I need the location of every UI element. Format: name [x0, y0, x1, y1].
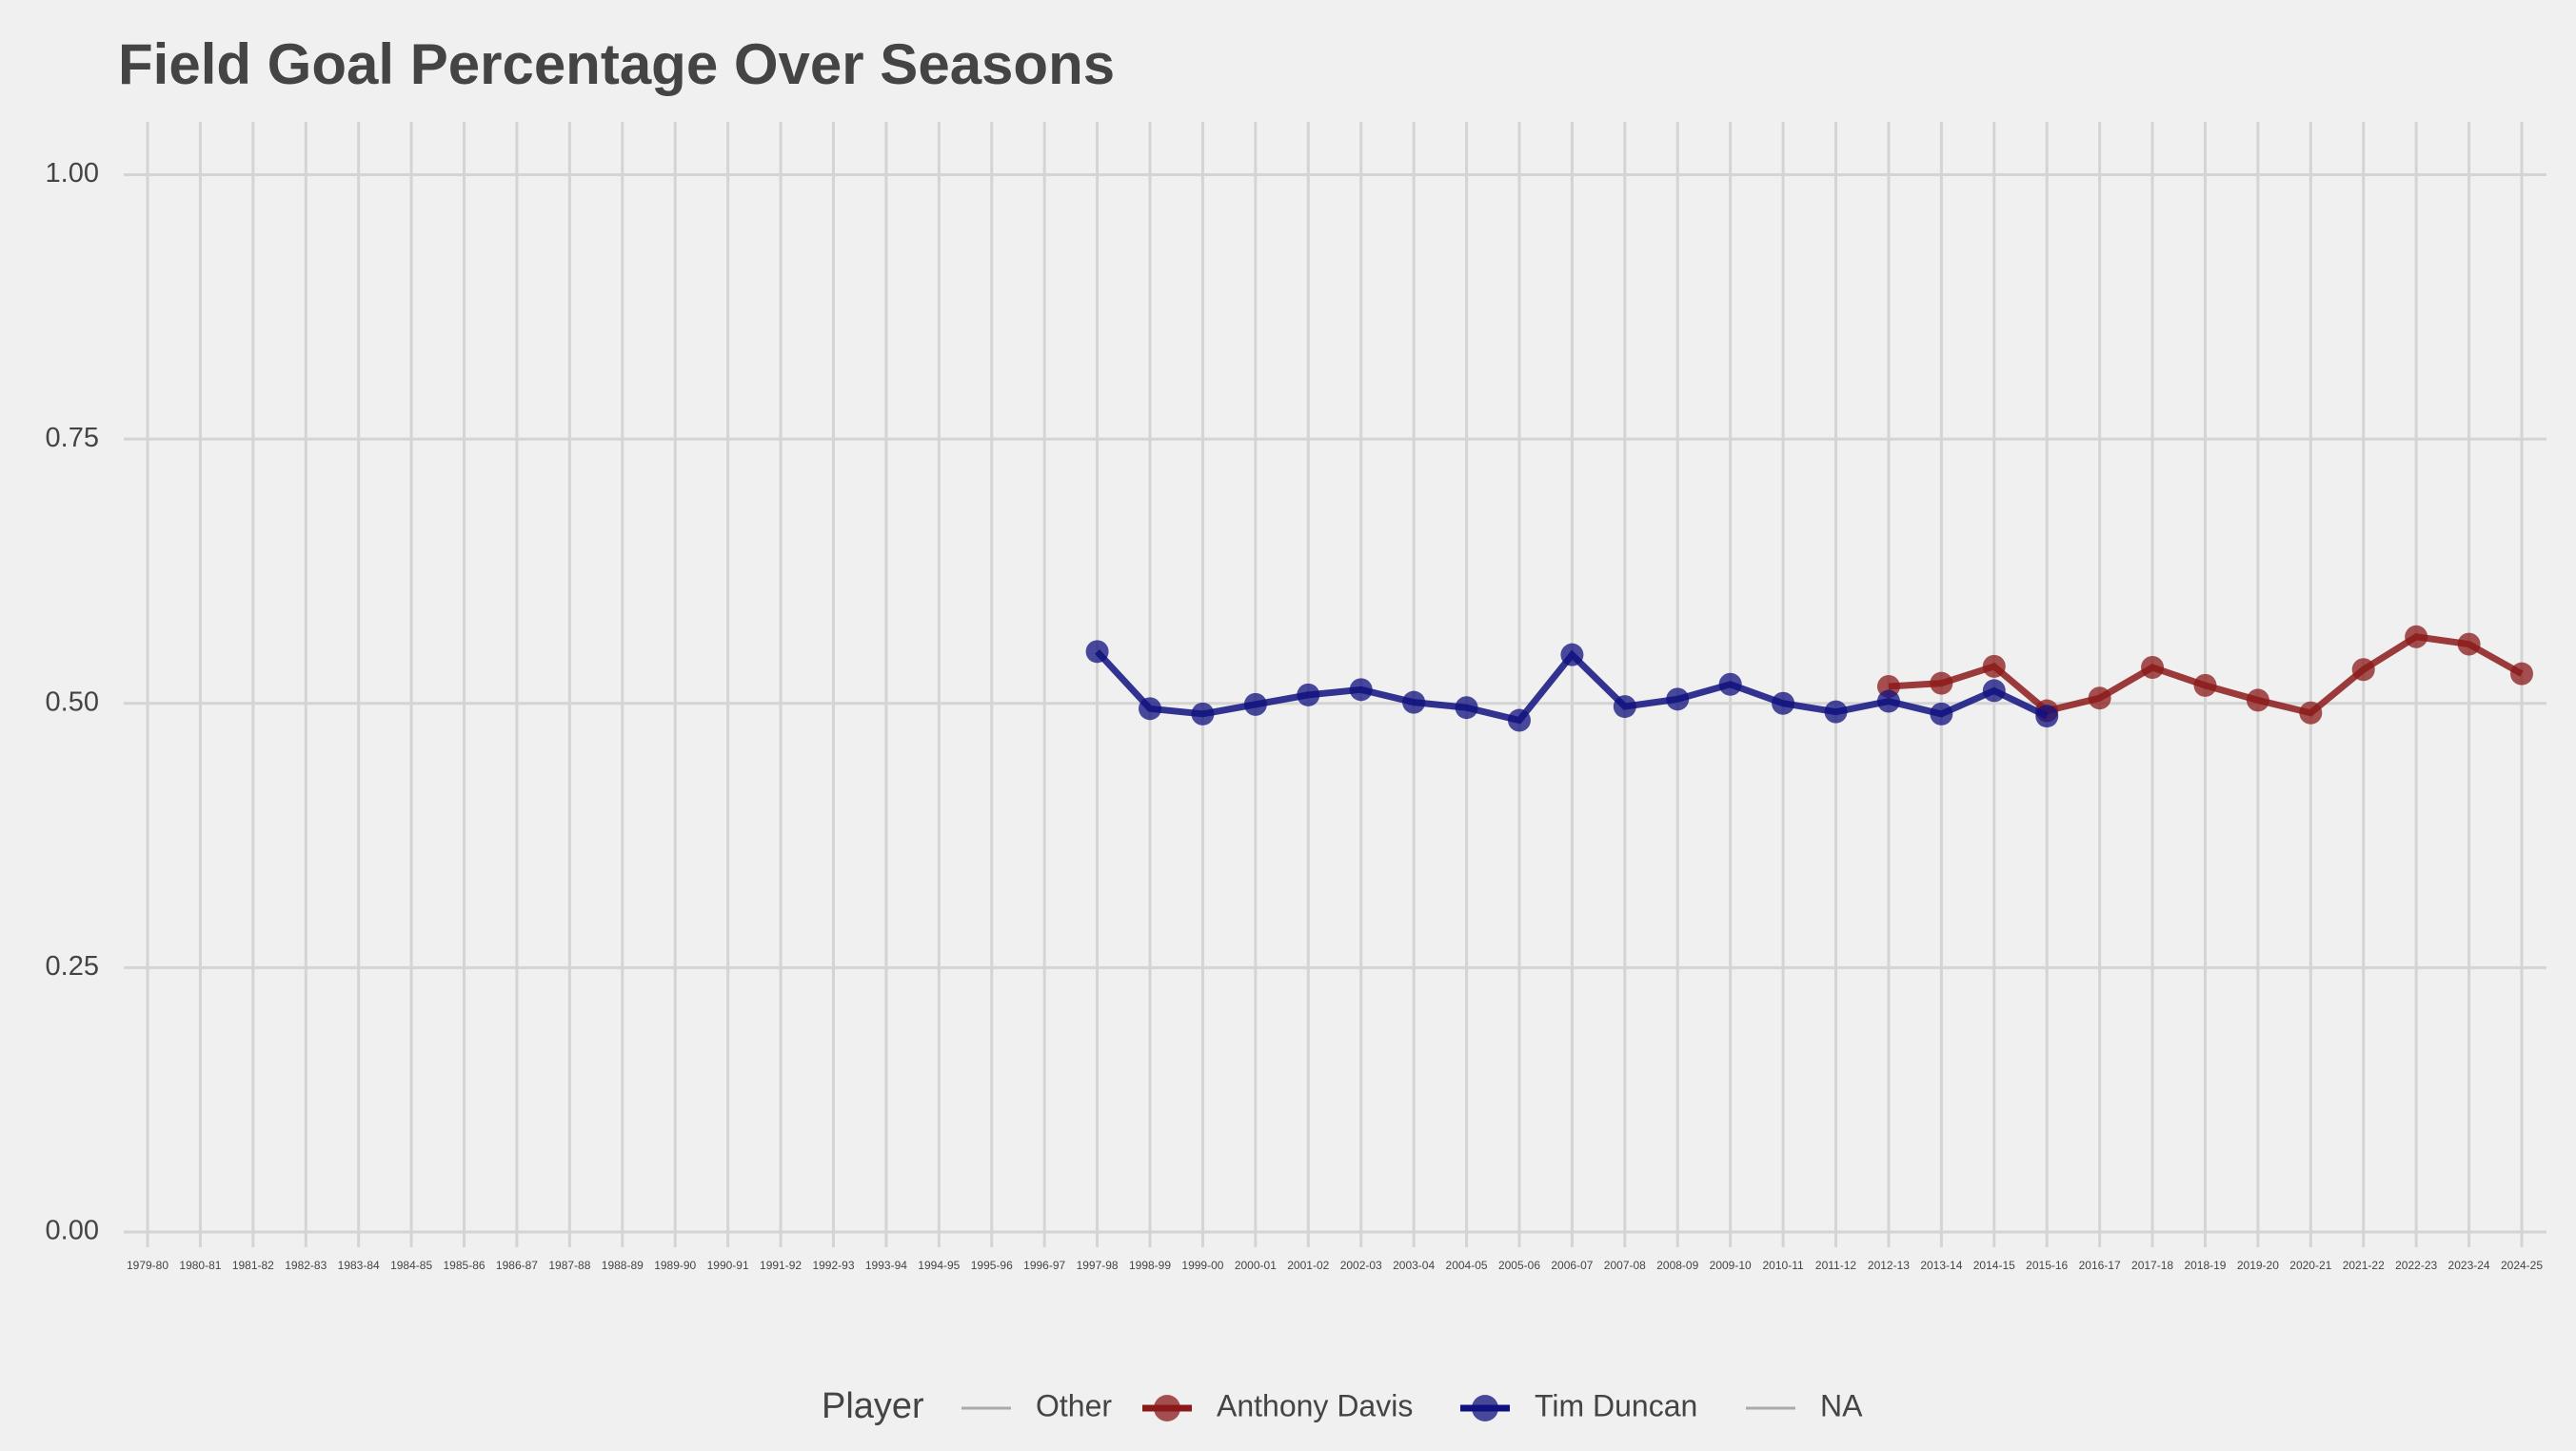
series-point — [2299, 701, 2323, 725]
series-point — [1982, 654, 2006, 678]
x-tick-label: 2021-22 — [2343, 1259, 2385, 1272]
series-point — [1085, 640, 1109, 664]
x-tick-label: 1989-90 — [654, 1259, 696, 1272]
y-tick-label: 0.25 — [46, 951, 99, 982]
chart-title: Field Goal Percentage Over Seasons — [118, 32, 1115, 96]
legend-label: Tim Duncan — [1535, 1388, 1697, 1422]
x-tick-label: 1981-82 — [232, 1259, 274, 1272]
x-tick-label: 2008-09 — [1656, 1259, 1698, 1272]
x-tick-label: 1987-88 — [548, 1259, 590, 1272]
series-point — [1613, 695, 1636, 719]
x-tick-label: 2009-10 — [1710, 1259, 1752, 1272]
series-point — [1139, 697, 1162, 721]
x-tick-label: 2012-13 — [1868, 1259, 1910, 1272]
x-tick-label: 2015-16 — [2026, 1259, 2068, 1272]
x-tick-label: 2020-21 — [2289, 1259, 2331, 1272]
series-point — [2457, 632, 2481, 656]
x-tick-label: 2022-23 — [2395, 1259, 2437, 1272]
x-tick-label: 1994-95 — [918, 1259, 960, 1272]
series-point — [1402, 690, 1426, 714]
series-point — [2351, 658, 2375, 682]
series-point — [1243, 692, 1267, 716]
x-tick-label: 2019-20 — [2237, 1259, 2279, 1272]
y-tick-label: 0.00 — [46, 1216, 99, 1246]
x-tick-label: 1984-85 — [390, 1259, 432, 1272]
series-point — [1982, 679, 2006, 703]
x-tick-label: 2014-15 — [1973, 1259, 2015, 1272]
x-tick-label: 2011-12 — [1815, 1259, 1856, 1272]
x-tick-label: 2016-17 — [2079, 1259, 2121, 1272]
x-tick-label: 1997-98 — [1077, 1259, 1119, 1272]
series-point — [1930, 671, 1953, 695]
x-tick-label: 1995-96 — [971, 1259, 1013, 1272]
y-tick-label: 0.75 — [46, 423, 99, 453]
series-point — [1772, 691, 1795, 715]
legend-marker — [1472, 1395, 1498, 1421]
x-tick-label: 2013-14 — [1920, 1259, 1962, 1272]
x-tick-label: 1990-91 — [707, 1259, 749, 1272]
legend-marker — [1154, 1395, 1180, 1421]
x-tick-label: 2023-24 — [2448, 1259, 2490, 1272]
series-point — [2141, 656, 2165, 680]
series-point — [1666, 687, 1690, 711]
x-tick-label: 1980-81 — [179, 1259, 221, 1272]
series-point — [2193, 673, 2217, 697]
series-point — [2246, 688, 2269, 712]
x-tick-label: 2017-18 — [2131, 1259, 2173, 1272]
legend-title: Player — [822, 1386, 924, 1426]
x-tick-label: 1986-87 — [496, 1259, 538, 1272]
series-point — [1718, 672, 1742, 696]
legend-label: NA — [1820, 1388, 1863, 1422]
x-tick-label: 1992-93 — [812, 1259, 854, 1272]
series-point — [2035, 705, 2059, 728]
x-tick-label: 1982-83 — [285, 1259, 327, 1272]
series-point — [2510, 662, 2533, 686]
x-tick-label: 2006-07 — [1551, 1259, 1593, 1272]
x-tick-label: 1993-94 — [865, 1259, 907, 1272]
y-tick-label: 0.50 — [46, 686, 99, 717]
x-tick-label: 2003-04 — [1393, 1259, 1435, 1272]
x-tick-label: 1985-86 — [444, 1259, 485, 1272]
series-point — [1191, 702, 1215, 726]
series-point — [1560, 643, 1584, 666]
x-tick-label: 1996-97 — [1023, 1259, 1065, 1272]
series-point — [1297, 683, 1320, 706]
series-point — [1507, 708, 1531, 732]
x-tick-label: 2010-11 — [1763, 1259, 1804, 1272]
x-tick-label: 2002-03 — [1340, 1259, 1382, 1272]
x-tick-label: 2024-25 — [2501, 1259, 2543, 1272]
y-tick-label: 1.00 — [46, 158, 99, 189]
x-tick-label: 2004-05 — [1446, 1259, 1488, 1272]
series-point — [2405, 625, 2428, 648]
series-point — [1930, 702, 1953, 726]
series-point — [1824, 700, 1848, 724]
series-point — [1349, 678, 1373, 702]
series-point — [1876, 689, 1900, 713]
x-tick-label: 2000-01 — [1235, 1259, 1277, 1272]
x-tick-label: 2007-08 — [1604, 1259, 1646, 1272]
legend-label: Other — [1036, 1388, 1112, 1422]
series-point — [2088, 686, 2111, 710]
x-tick-label: 1988-89 — [602, 1259, 644, 1272]
x-tick-label: 1983-84 — [338, 1259, 380, 1272]
series-point — [1455, 696, 1478, 720]
x-tick-label: 2005-06 — [1498, 1259, 1540, 1272]
x-tick-label: 1991-92 — [760, 1259, 802, 1272]
x-tick-label: 1998-99 — [1129, 1259, 1171, 1272]
legend-label: Anthony Davis — [1217, 1388, 1413, 1422]
x-tick-label: 2001-02 — [1287, 1259, 1329, 1272]
x-tick-label: 1979-80 — [127, 1259, 168, 1272]
x-tick-label: 2018-19 — [2184, 1259, 2226, 1272]
x-tick-label: 1999-00 — [1181, 1259, 1223, 1272]
